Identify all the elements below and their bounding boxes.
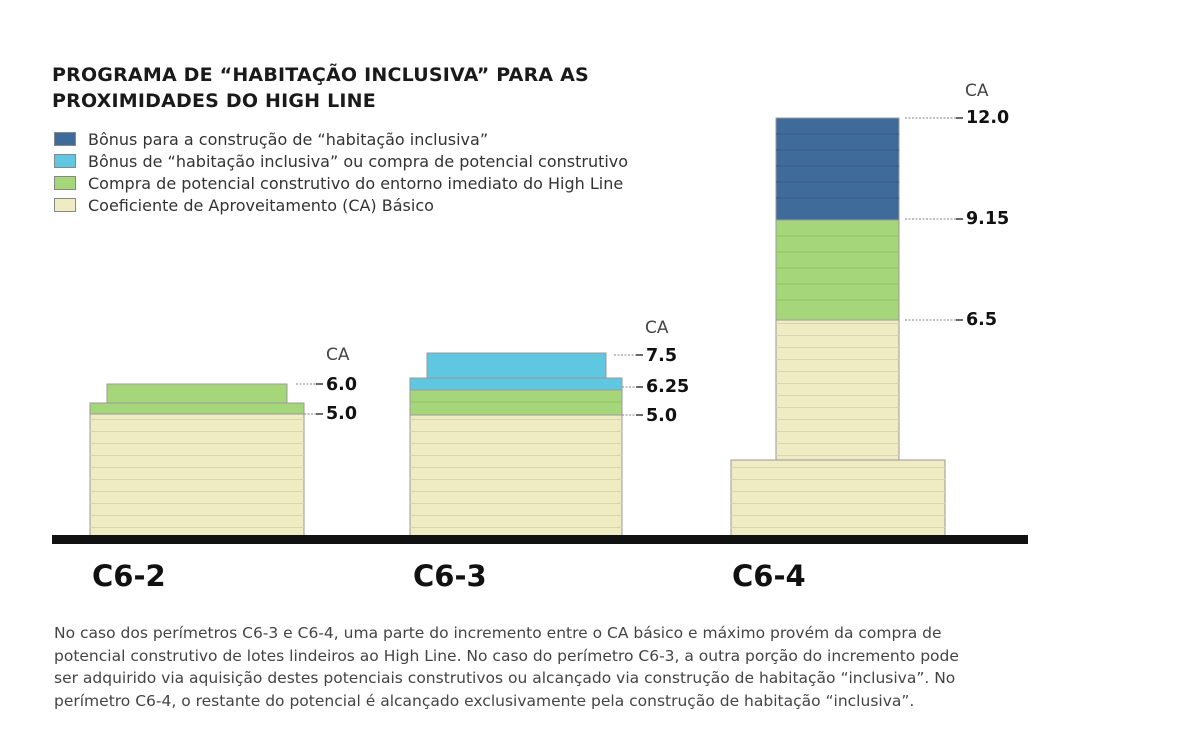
c6-4-level-label-mid: 9.15 xyxy=(966,209,1009,229)
c6-4-ca-basico-tower-stripes xyxy=(776,320,899,460)
legend-item-bonus-inclusiva: Bônus para a construção de “habitação in… xyxy=(54,128,628,150)
caption-line-1: No caso dos perímetros C6-3 e C6-4, uma … xyxy=(54,624,942,642)
c6-4-base-stripes xyxy=(731,460,945,536)
c6-2-level-label-max: 6.0 xyxy=(326,375,357,395)
c6-3-name: C6-3 xyxy=(413,559,487,593)
building-c6-2 xyxy=(89,383,305,537)
legend-item-bonus-ou-compra: Bônus de “habitação inclusiva” ou compra… xyxy=(54,150,628,172)
c6-4-level-label-max: 12.0 xyxy=(966,108,1009,128)
c6-2-ca-basico-stripes xyxy=(90,414,304,536)
caption-line-3: ser adquirido via aquisição destes poten… xyxy=(54,669,956,687)
building-c6-4 xyxy=(730,117,946,537)
c6-4-level-label-basic: 6.5 xyxy=(966,310,997,330)
c6-2-level-label-basic: 5.0 xyxy=(326,404,357,424)
legend-label-bonus-ou-compra: Bônus de “habitação inclusiva” ou compra… xyxy=(88,151,629,171)
building-c6-3 xyxy=(409,352,623,537)
title-line-1: PROGRAMA DE “HABITAÇÃO INCLUSIVA” PARA A… xyxy=(52,64,589,86)
legend-item-ca-basico: Coeficiente de Aproveitamento (CA) Básic… xyxy=(54,194,628,216)
c6-3-level-label-max: 7.5 xyxy=(646,346,677,366)
c6-3-level-label-mid: 6.25 xyxy=(646,377,689,397)
c6-3-bonus-ou-compra-upper-block xyxy=(426,352,607,379)
c6-3-level-label-basic: 5.0 xyxy=(646,406,677,426)
legend-label-compra-entorno: Compra de potencial construtivo do entor… xyxy=(88,173,624,193)
c6-3-ca-header: CA xyxy=(645,318,669,338)
c6-3-bonus-ou-compra-lower-block xyxy=(409,377,623,391)
legend-label-ca-basico: Coeficiente de Aproveitamento (CA) Básic… xyxy=(88,195,434,215)
ground-line xyxy=(52,535,1028,544)
c6-2-name: C6-2 xyxy=(92,559,166,593)
legend: Bônus para a construção de “habitação in… xyxy=(54,128,628,216)
leader-lines xyxy=(296,117,956,416)
caption: No caso dos perímetros C6-3 e C6-4, uma … xyxy=(54,622,1114,712)
diagram-title: PROGRAMA DE “HABITAÇÃO INCLUSIVA” PARA A… xyxy=(52,62,589,114)
c6-4-compra-entorno-stripes xyxy=(776,235,899,301)
c6-4-ca-header: CA xyxy=(965,81,989,101)
legend-swatch-compra-entorno xyxy=(54,176,76,190)
legend-item-compra-entorno: Compra de potencial construtivo do entor… xyxy=(54,172,628,194)
legend-label-bonus-inclusiva: Bônus para a construção de “habitação in… xyxy=(88,129,489,149)
legend-swatch-bonus-ou-compra xyxy=(54,154,76,168)
c6-3-ca-basico-stripes xyxy=(410,415,622,536)
caption-line-2: potencial construtivo de lotes lindeiros… xyxy=(54,646,959,665)
caption-line-4: perímetro C6-4, o restante do potencial … xyxy=(54,691,915,710)
title-line-2: PROXIMIDADES DO HIGH LINE xyxy=(52,90,376,112)
c6-2-compra-entorno-block xyxy=(89,402,305,415)
c6-4-bonus-inclusiva-stripes xyxy=(776,133,899,199)
legend-swatch-bonus-inclusiva xyxy=(54,132,76,146)
c6-4-bonus-inclusiva-block xyxy=(775,117,900,221)
leader-ticks xyxy=(316,117,963,416)
c6-4-compra-entorno-block xyxy=(775,219,900,321)
c6-2-compra-entorno-upper-block xyxy=(106,383,288,404)
c6-4-name: C6-4 xyxy=(732,559,806,593)
legend-swatch-ca-basico xyxy=(54,198,76,212)
c6-2-ca-header: CA xyxy=(326,345,350,365)
